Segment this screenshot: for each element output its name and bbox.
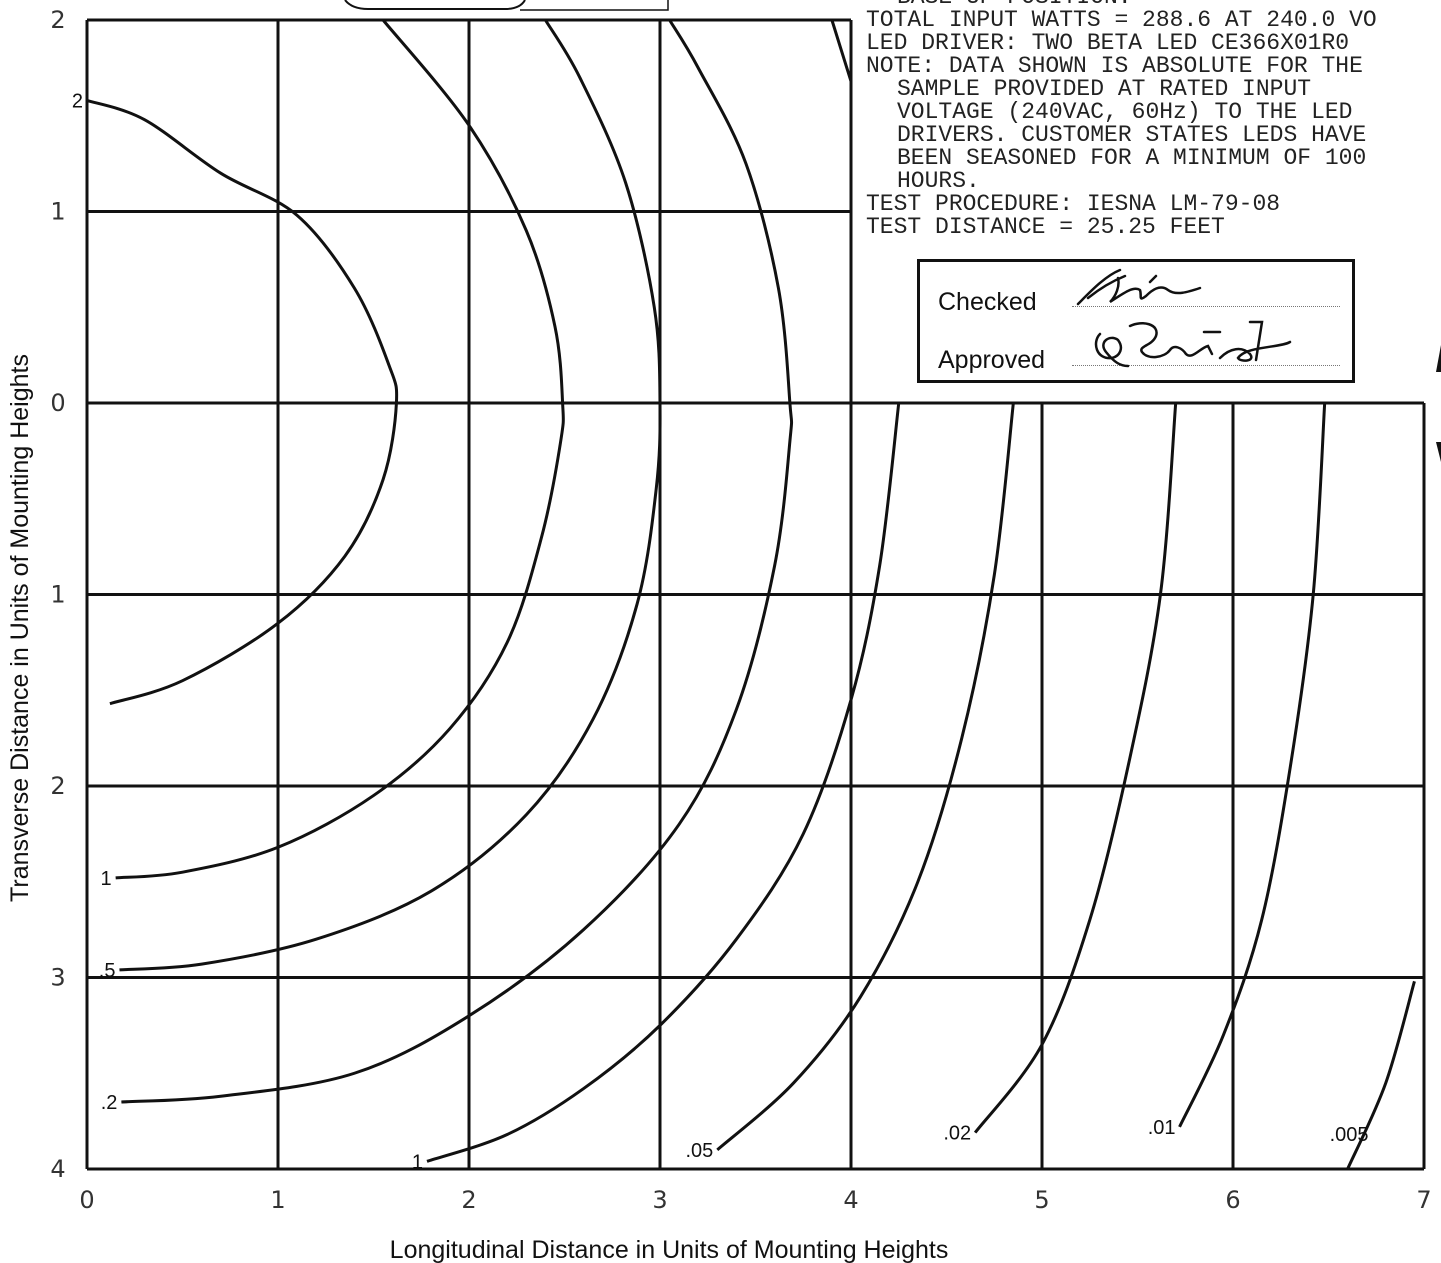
y-tick-label: 4 (50, 1155, 65, 1183)
note-line: TEST DISTANCE = 25.25 FEET (866, 214, 1225, 240)
contour-label: .005 (1330, 1124, 1369, 1146)
x-tick-label: 1 (270, 1186, 285, 1214)
note-line: VOLTAGE (240VAC, 60Hz) TO THE LED (897, 99, 1353, 125)
note-line: NOTE: DATA SHOWN IS ABSOLUTE FOR THE (866, 53, 1363, 79)
contour-line (830, 19, 853, 82)
contour-label: .02 (943, 1123, 971, 1145)
x-tick-label: 5 (1034, 1186, 1049, 1214)
x-tick-label: 6 (1225, 1186, 1240, 1214)
checked-signature (1076, 268, 1202, 306)
contour-label: 2 (72, 90, 83, 112)
x-tick-label: 3 (652, 1186, 667, 1214)
test-notes: BASE-UP POSITION.TOTAL INPUT WATTS = 288… (866, 0, 1377, 239)
contour-label: 1 (412, 1151, 423, 1173)
note-line: BASE-UP POSITION. (866, 0, 1377, 9)
note-line: SAMPLE PROVIDED AT RATED INPUT (897, 76, 1312, 102)
y-tick-label: 2 (50, 772, 65, 800)
contour-label: .05 (685, 1140, 713, 1162)
cropped-arrow-down-icon (1436, 442, 1441, 462)
approved-line (1072, 365, 1340, 366)
note-line: DRIVERS. CUSTOMER STATES LEDS HAVE (897, 122, 1367, 148)
y-tick-label: 2 (50, 6, 65, 34)
contour-line (716, 402, 1015, 1151)
x-axis-label: Longitudinal Distance in Units of Mounti… (390, 1236, 949, 1263)
contour-line (86, 98, 399, 706)
approved-signature (1094, 320, 1292, 368)
contour-line (119, 19, 662, 972)
contour-line (426, 402, 901, 1163)
y-tick-label: 0 (50, 389, 65, 417)
cropped-label-shape (344, 0, 526, 10)
contour-label: .01 (1148, 1117, 1176, 1139)
y-tick-label: 3 (50, 964, 65, 992)
x-tick-label: 2 (461, 1186, 476, 1214)
axis-ticks: 0 1 2 3 4 5 6 7 2 1 0 1 2 3 4 (50, 6, 1431, 1214)
note-line: LED DRIVER: TWO BETA LED CE366X01R0 (866, 30, 1350, 56)
contour-line (115, 19, 565, 880)
contour-line (1178, 402, 1327, 1128)
checked-line (1072, 306, 1340, 307)
contour-labels: 2 1 .5 .2 1 .05 .02 .01 .005 (72, 90, 1369, 1173)
checked-label: Checked (938, 288, 1037, 316)
contour-label: 1 (101, 868, 112, 890)
signoff-box: Checked Approved (917, 259, 1355, 383)
y-tick-label: 1 (50, 198, 65, 226)
contour-layer (86, 19, 1416, 1170)
contour-line (1346, 980, 1416, 1170)
note-line: BEEN SEASONED FOR A MINIMUM OF 100 (897, 145, 1367, 171)
y-tick-label: 1 (50, 581, 65, 609)
contour-label: .2 (101, 1092, 118, 1114)
x-tick-label: 0 (79, 1186, 94, 1214)
x-tick-label: 4 (843, 1186, 858, 1214)
signatures (1076, 268, 1292, 368)
cropped-arrow-up-icon (1436, 345, 1441, 372)
x-tick-label: 7 (1416, 1186, 1431, 1214)
contour-line (973, 402, 1178, 1134)
contour-label: .5 (99, 960, 116, 982)
note-line: TOTAL INPUT WATTS = 288.6 AT 240.0 VO (866, 7, 1377, 33)
approved-label: Approved (938, 346, 1046, 374)
y-axis-label: Transverse Distance in Units of Mounting… (6, 354, 34, 902)
note-line: TEST PROCEDURE: IESNA LM-79-08 (866, 191, 1281, 217)
note-line: HOURS. (897, 168, 980, 194)
contour-line (121, 19, 794, 1104)
cropped-leader-line (520, 0, 669, 11)
